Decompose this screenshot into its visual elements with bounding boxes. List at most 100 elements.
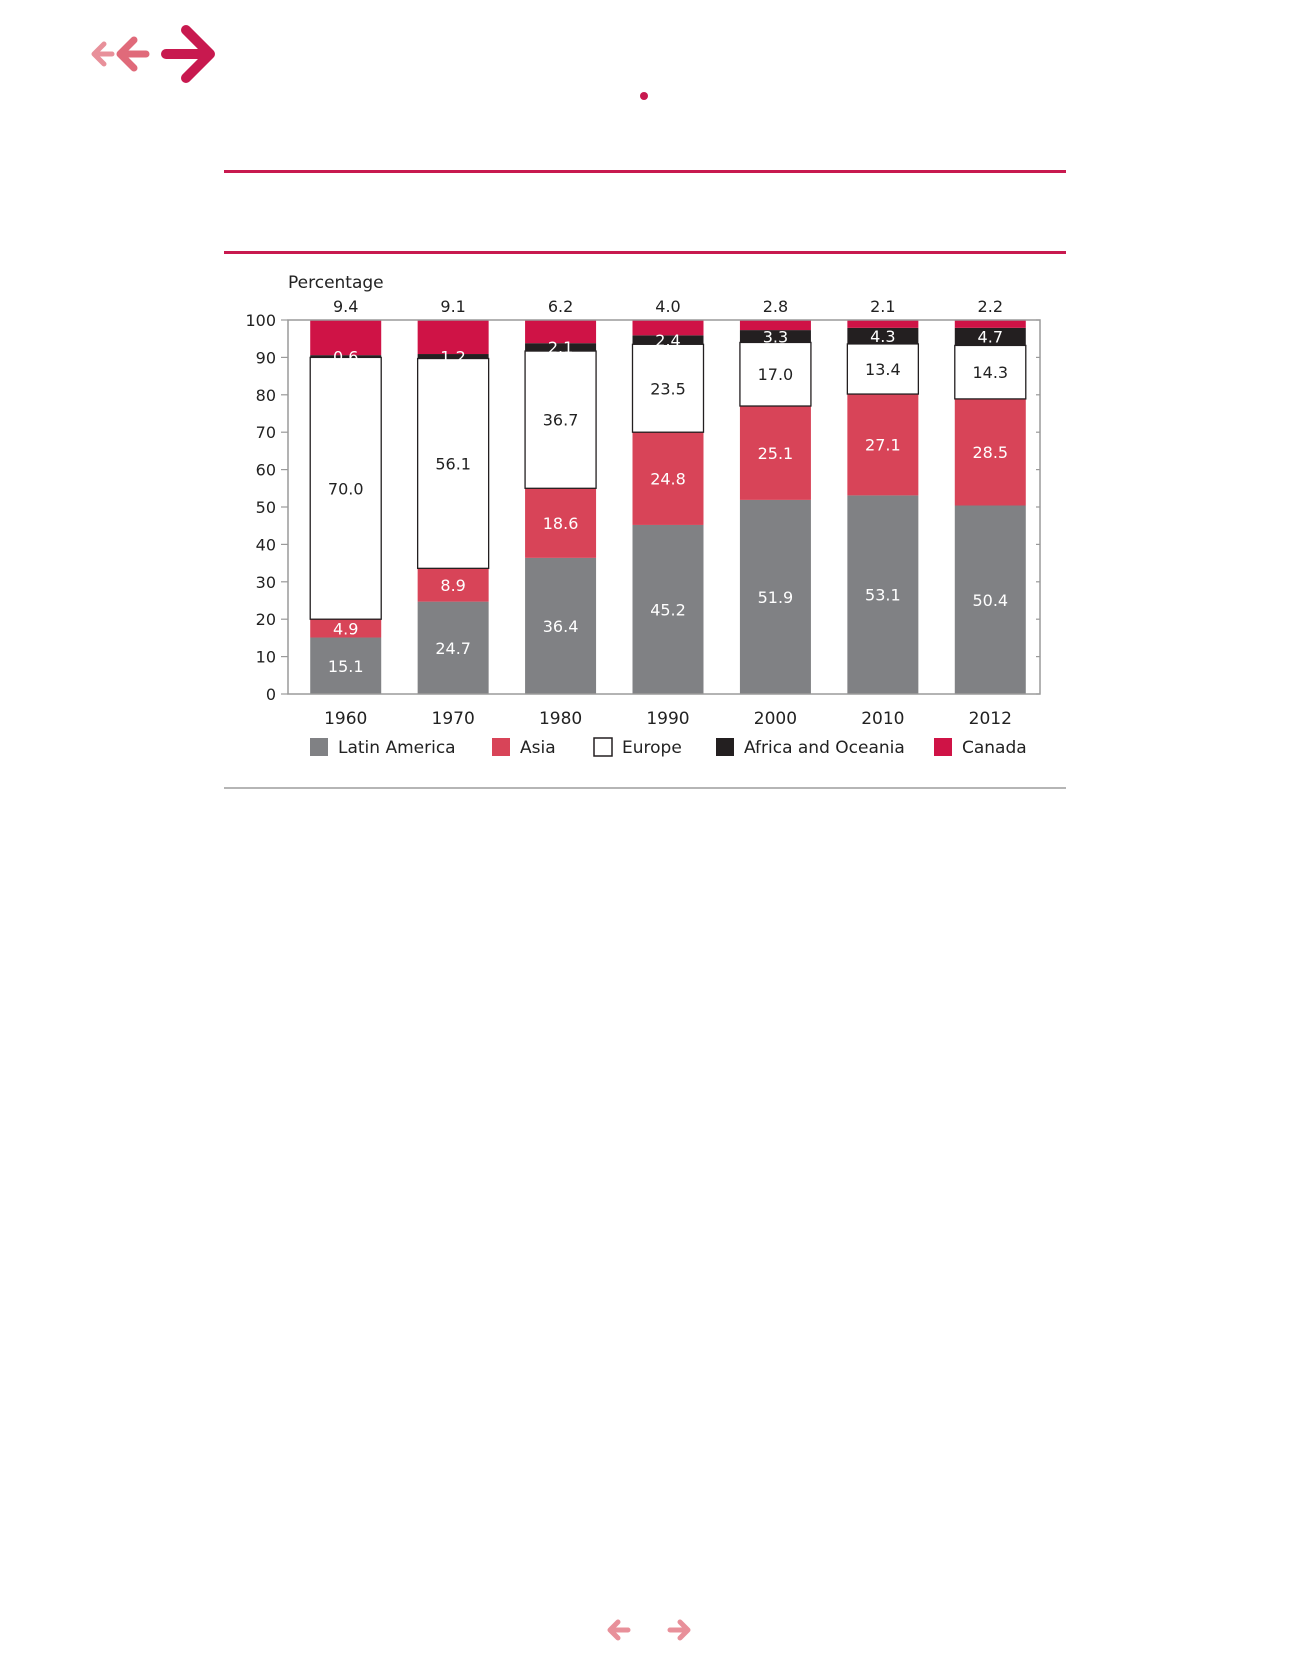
bottom-navigation-arrows [607,1619,691,1641]
bar-segment-canada [632,320,704,336]
x-tick-label: 1970 [432,709,475,729]
top-navigation-arrows [91,25,215,83]
x-axis-ticks: 1960 1970 1980 1990 2000 2010 2012 [324,709,1012,729]
x-tick-label: 2010 [861,709,904,729]
legend-label: Canada [962,738,1027,758]
x-tick-label: 2000 [754,709,797,729]
bar-segment-europe [416,357,490,569]
chart-bottom-rule [224,787,1066,789]
bar-segment-canada [310,320,382,356]
legend-label: Latin America [338,738,456,758]
data-label: 24.7 [435,639,471,658]
data-label: 53.1 [865,586,901,605]
x-tick-label: 2012 [969,709,1012,729]
data-label: 27.1 [865,436,901,455]
bar-segment-asia [739,406,811,500]
data-label: 2.1 [870,297,895,316]
data-label: 0.6 [333,347,358,366]
y-tick-label: 70 [256,423,276,442]
y-axis-ticks: 0 10 20 30 40 50 60 70 80 90 100 [245,311,1040,704]
bar-segment-canada [525,320,597,344]
bar-segment-africa-and-oceania [954,327,1026,346]
data-label: 4.7 [978,328,1003,347]
x-tick-label: 1990 [646,709,689,729]
forward-arrow-icon[interactable] [161,25,215,83]
data-label: 9.1 [440,297,465,316]
data-label: 2.2 [978,297,1003,316]
bar-segment-africa-and-oceania [847,327,919,344]
bar-segment-canada [739,319,811,331]
data-label: 13.4 [865,360,901,379]
data-label: 4.9 [333,619,358,638]
back-small-arrow-icon[interactable] [91,41,115,67]
legend-label: Europe [622,738,682,758]
y-tick-label: 60 [256,461,276,480]
next-page-icon[interactable] [667,1619,691,1641]
chart-bars: 15.1 4.9 70.0 0.6 9.4 24.7 8.9 56.1 1.2 9.1 36.4 18… [309,297,1027,694]
legend-swatch [492,738,510,756]
bar-segment-europe [524,350,597,489]
legend-label: Asia [520,738,556,758]
data-label: 36.4 [543,617,579,636]
bar-segment-asia [310,619,382,638]
section-indicator-dot [640,92,648,100]
data-label: 2.4 [655,331,680,350]
bar-segment-asia [847,394,919,496]
bar-segment-africa-and-oceania [417,354,489,359]
data-label: 9.4 [333,297,358,316]
data-label: 70.0 [328,479,364,498]
y-tick-label: 50 [256,498,276,517]
bar-segment-canada [417,320,489,355]
y-axis-label: Percentage [288,273,384,293]
title-top-rule [224,170,1066,173]
bar-segment-latin-america [847,495,919,694]
bar-segment-latin-america [417,601,489,694]
bar-segment-africa-and-oceania [632,335,704,345]
data-label: 2.8 [763,297,788,316]
data-label: 23.5 [650,379,686,398]
y-tick-label: 30 [256,573,276,592]
legend-label: Africa and Oceania [744,738,905,758]
data-label: 8.9 [440,576,465,595]
x-tick-label: 1980 [539,709,582,729]
legend-swatch [593,737,613,757]
bar-segment-europe [954,344,1027,400]
data-label: 25.1 [758,444,794,463]
data-label: 45.2 [650,600,686,619]
data-label: 1.2 [440,347,465,366]
y-tick-label: 10 [256,648,276,667]
bar-segment-europe [739,341,812,407]
back-arrow-icon[interactable] [116,36,150,72]
bar-segment-asia [417,568,489,602]
data-label: 56.1 [435,454,471,473]
data-label: 36.7 [543,411,579,430]
bar-segment-latin-america [310,637,382,694]
bar-segment-latin-america [525,557,597,694]
bar-segment-latin-america [954,505,1026,694]
bar-segment-asia [632,432,704,525]
bar-segment-africa-and-oceania [739,330,811,343]
y-tick-label: 20 [256,610,276,629]
data-label: 4.3 [870,327,895,346]
bar-segment-africa-and-oceania [310,355,382,358]
bar-segment-latin-america [739,499,811,694]
data-label: 14.3 [972,363,1008,382]
y-tick-label: 80 [256,386,276,405]
x-tick-label: 1960 [324,709,367,729]
bar-segment-latin-america [632,524,704,694]
data-label: 18.6 [543,514,579,533]
data-label: 6.2 [548,297,573,316]
previous-page-icon[interactable] [607,1619,631,1641]
bar-segment-canada [954,319,1026,328]
y-tick-label: 40 [256,535,276,554]
bar-segment-canada [847,320,919,328]
data-label: 2.1 [548,338,573,357]
data-label: 3.3 [763,327,788,346]
data-label: 28.5 [972,443,1008,462]
legend-swatch [310,738,328,756]
bar-segment-asia [525,488,597,558]
y-tick-label: 100 [245,311,276,330]
data-label: 15.1 [328,657,364,676]
y-tick-label: 90 [256,348,276,367]
chart-legend: Latin America Asia Europe Africa and Oceani… [310,737,1027,758]
